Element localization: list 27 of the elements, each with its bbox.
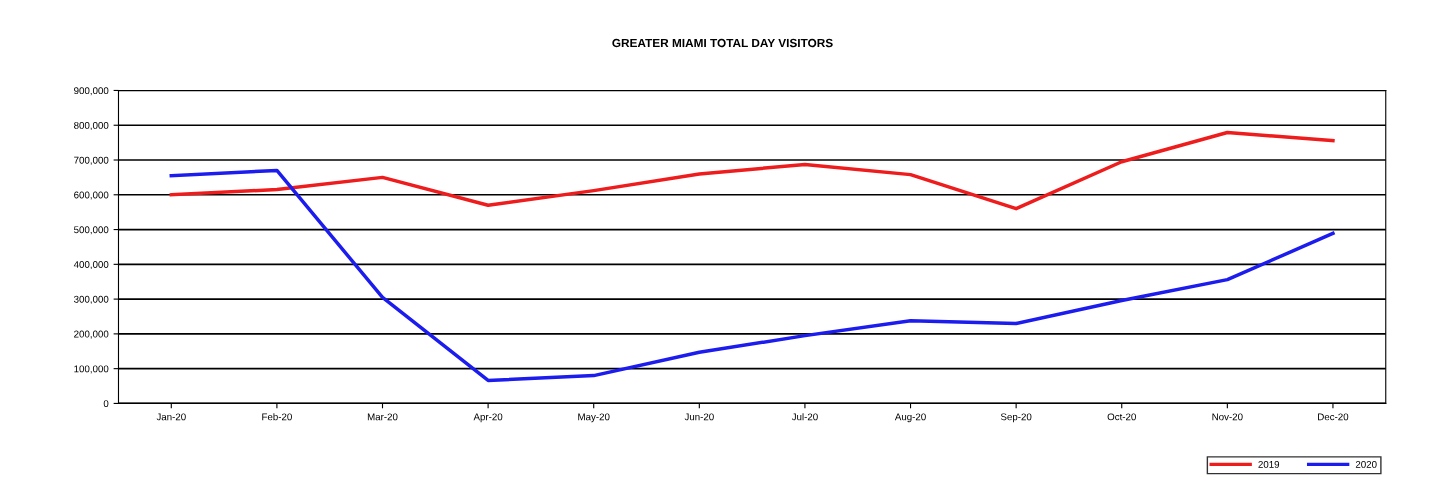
legend-label: 2020 <box>1355 460 1377 468</box>
y-tick-label: 600,000 <box>74 191 109 200</box>
y-tick-label: 200,000 <box>74 330 109 339</box>
y-tick-label: 900,000 <box>74 87 109 96</box>
x-tick-label: Jan-20 <box>156 413 186 421</box>
x-tick-label: Nov-20 <box>1212 413 1243 421</box>
x-tick-label: May-20 <box>578 413 610 423</box>
x-tick-label: Mar-20 <box>367 413 398 421</box>
legend-label: 2019 <box>1258 460 1280 468</box>
x-tick-label: Jun-20 <box>684 413 714 421</box>
y-tick-label: 300,000 <box>74 295 109 304</box>
x-tick-label: Sep-20 <box>1000 413 1032 423</box>
y-tick-label: 500,000 <box>74 226 109 235</box>
y-tick-label: 0 <box>103 400 109 408</box>
y-tick-label: 700,000 <box>74 156 109 165</box>
y-tick-label: 800,000 <box>74 121 109 131</box>
chart-title: GREATER MIAMI TOTAL DAY VISITORS <box>612 38 833 48</box>
x-tick-label: Feb-20 <box>262 413 292 421</box>
y-tick-label: 400,000 <box>73 261 109 270</box>
x-tick-label: Aug-20 <box>894 413 926 423</box>
line-series <box>169 130 1335 211</box>
x-tick-label: Oct-20 <box>1107 413 1136 421</box>
y-tick-label: 100,000 <box>74 365 109 374</box>
x-tick-label: Apr-20 <box>473 413 503 423</box>
x-tick-label: Jul-20 <box>791 413 818 421</box>
x-tick-label: Dec-20 <box>1318 413 1349 421</box>
line-series <box>169 168 1335 383</box>
